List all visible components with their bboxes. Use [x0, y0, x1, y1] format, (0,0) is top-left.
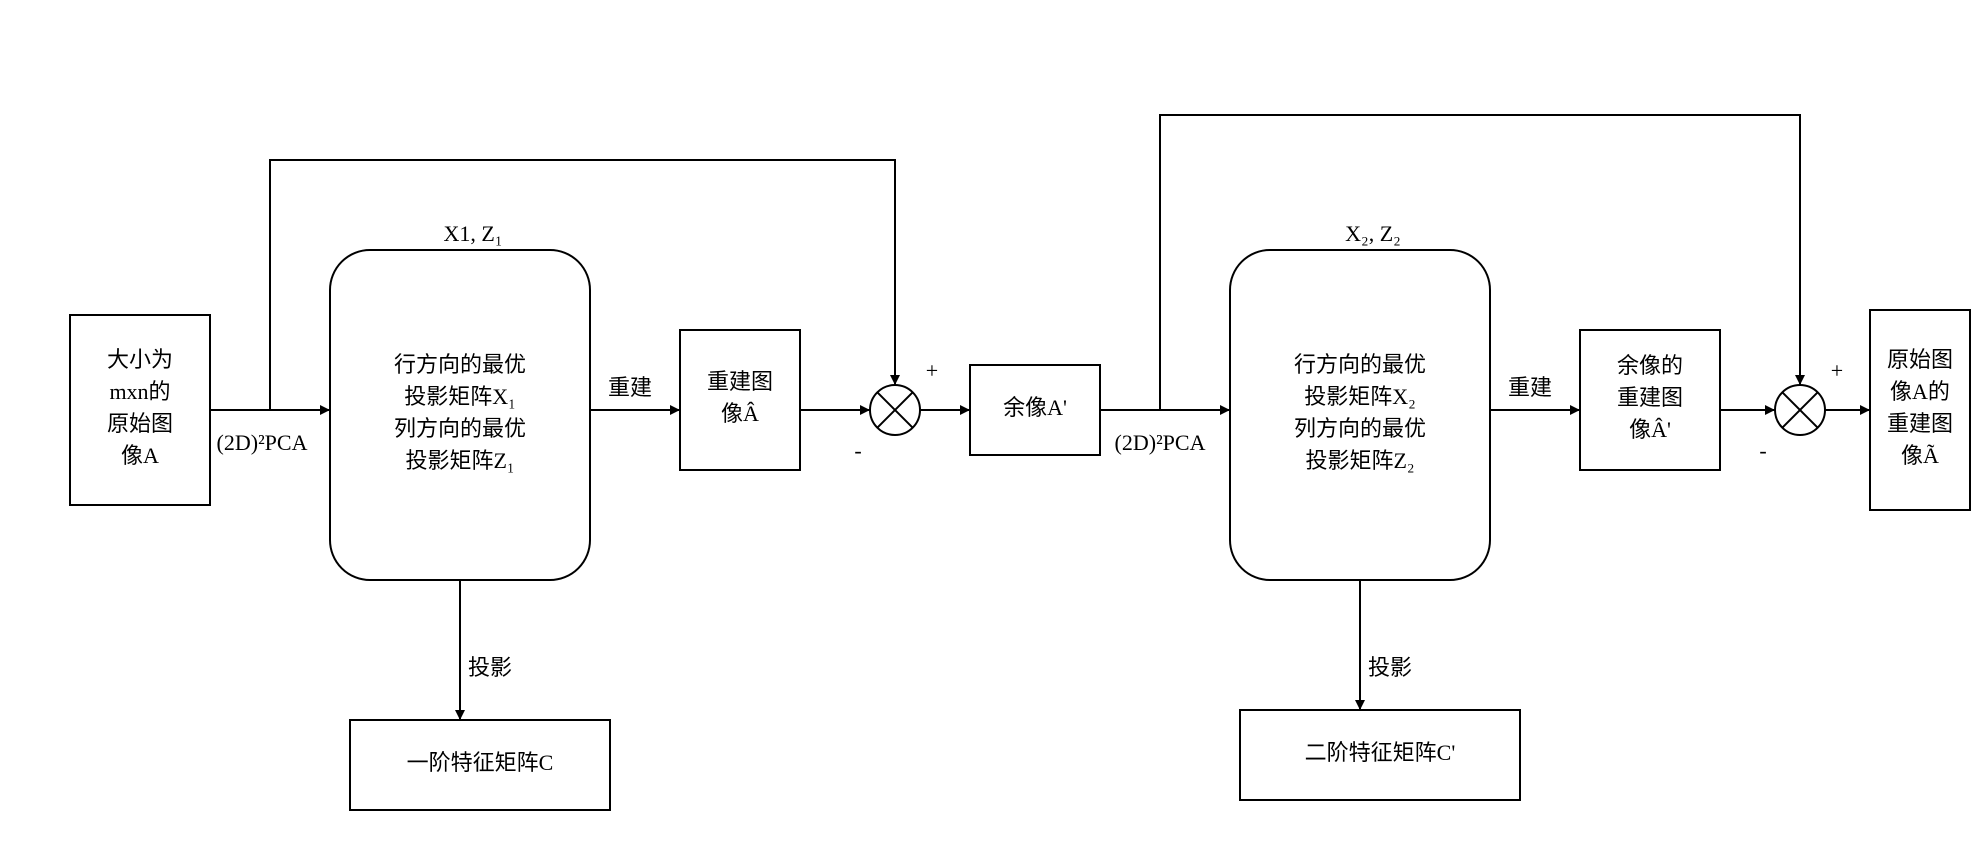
node-n1-line-2: 原始图: [107, 411, 173, 436]
node-n1-line-1: mxn的: [109, 379, 170, 404]
node-n6-line-2: 像Â': [1629, 417, 1671, 442]
node-top-label-n2: X1, Z₁: [444, 221, 503, 246]
node-n5-line-0: 行方向的最优: [1294, 352, 1426, 377]
node-n7-line-2: 重建图: [1887, 411, 1953, 436]
node-n7-line-1: 像A的: [1890, 379, 1950, 404]
node-n1: 大小为 mxn的原始图像A: [70, 315, 210, 505]
node-n9: 二阶特征矩阵C': [1240, 710, 1520, 800]
node-n2-line-1: 投影矩阵X₁: [404, 384, 516, 409]
node-n5: X₂, Z₂ 行方向的最优投影矩阵X₂ 列方向的最优投影矩阵Z₂: [1230, 221, 1490, 580]
node-n5-line-3: 投影矩阵Z₂: [1305, 448, 1414, 473]
node-n6-line-0: 余像的: [1617, 353, 1683, 378]
node-n5-line-1: 投影矩阵X₂: [1304, 384, 1416, 409]
node-n3: 重建图像Â: [680, 330, 800, 470]
node-n2-line-3: 投影矩阵Z₁: [405, 448, 514, 473]
edge-label-4: (2D)²PCA: [1115, 430, 1206, 455]
edge-label-0: (2D)²PCA: [217, 430, 308, 455]
node-n5-line-2: 列方向的最优: [1294, 416, 1426, 441]
node-n9-line-0: 二阶特征矩阵C': [1305, 740, 1456, 765]
node-n4-line-0: 余像A': [1003, 395, 1067, 420]
svg-text:-: -: [1759, 438, 1766, 463]
edge-label-1: 重建: [608, 375, 652, 400]
node-n3-line-1: 像Â: [721, 401, 759, 426]
node-n2-line-0: 行方向的最优: [394, 352, 526, 377]
node-n7-line-0: 原始图: [1887, 347, 1953, 372]
edge-label-5: 重建: [1508, 375, 1552, 400]
edge-label-10: 投影: [468, 655, 512, 680]
node-n2: X1, Z₁ 行方向的最优投影矩阵X₁ 列方向的最优投影矩阵Z₁: [330, 221, 590, 580]
node-n3-line-0: 重建图: [707, 369, 773, 394]
node-top-label-n5: X₂, Z₂: [1345, 221, 1401, 246]
summing-junction-sum2: [1775, 385, 1825, 435]
node-n2-line-2: 列方向的最优: [394, 416, 526, 441]
node-n7-line-3: 像Ã: [1901, 443, 1939, 468]
node-n8-line-0: 一阶特征矩阵C: [407, 750, 554, 775]
flowchart-canvas: (2D)²PCA重建(2D)²PCA重建投影投影大小为mxn的原始图像AX1, …: [0, 0, 1973, 845]
node-n8: 一阶特征矩阵C: [350, 720, 610, 810]
node-n1-line-0: 大小为: [107, 347, 173, 372]
node-n7: 原始图像A的重建图像Ã: [1870, 310, 1970, 510]
svg-text:-: -: [854, 438, 861, 463]
svg-text:+: +: [926, 358, 938, 383]
node-n6-line-1: 重建图: [1617, 385, 1683, 410]
summing-junction-sum1: [870, 385, 920, 435]
node-n6: 余像的重建图像Â': [1580, 330, 1720, 470]
node-n1-line-3: 像A: [121, 443, 159, 468]
node-n4: 余像A': [970, 365, 1100, 455]
svg-text:+: +: [1831, 358, 1843, 383]
edge-label-11: 投影: [1368, 655, 1412, 680]
